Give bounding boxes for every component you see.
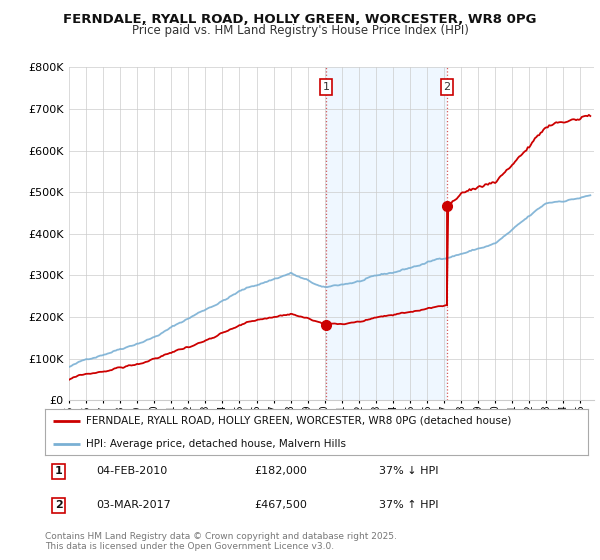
Text: 03-MAR-2017: 03-MAR-2017 [97, 501, 172, 511]
Text: £182,000: £182,000 [254, 466, 307, 477]
Text: 2: 2 [443, 82, 451, 92]
Text: FERNDALE, RYALL ROAD, HOLLY GREEN, WORCESTER, WR8 0PG (detached house): FERNDALE, RYALL ROAD, HOLLY GREEN, WORCE… [86, 416, 511, 426]
Text: 37% ↑ HPI: 37% ↑ HPI [379, 501, 439, 511]
Text: 04-FEB-2010: 04-FEB-2010 [97, 466, 168, 477]
Text: FERNDALE, RYALL ROAD, HOLLY GREEN, WORCESTER, WR8 0PG: FERNDALE, RYALL ROAD, HOLLY GREEN, WORCE… [63, 13, 537, 26]
Text: 2: 2 [55, 501, 62, 511]
Text: 1: 1 [323, 82, 330, 92]
Text: Contains HM Land Registry data © Crown copyright and database right 2025.
This d: Contains HM Land Registry data © Crown c… [45, 532, 397, 552]
Text: £467,500: £467,500 [254, 501, 307, 511]
Text: Price paid vs. HM Land Registry's House Price Index (HPI): Price paid vs. HM Land Registry's House … [131, 24, 469, 36]
Bar [326, 67, 447, 400]
Text: 37% ↓ HPI: 37% ↓ HPI [379, 466, 439, 477]
Text: HPI: Average price, detached house, Malvern Hills: HPI: Average price, detached house, Malv… [86, 438, 346, 449]
Text: 1: 1 [55, 466, 62, 477]
